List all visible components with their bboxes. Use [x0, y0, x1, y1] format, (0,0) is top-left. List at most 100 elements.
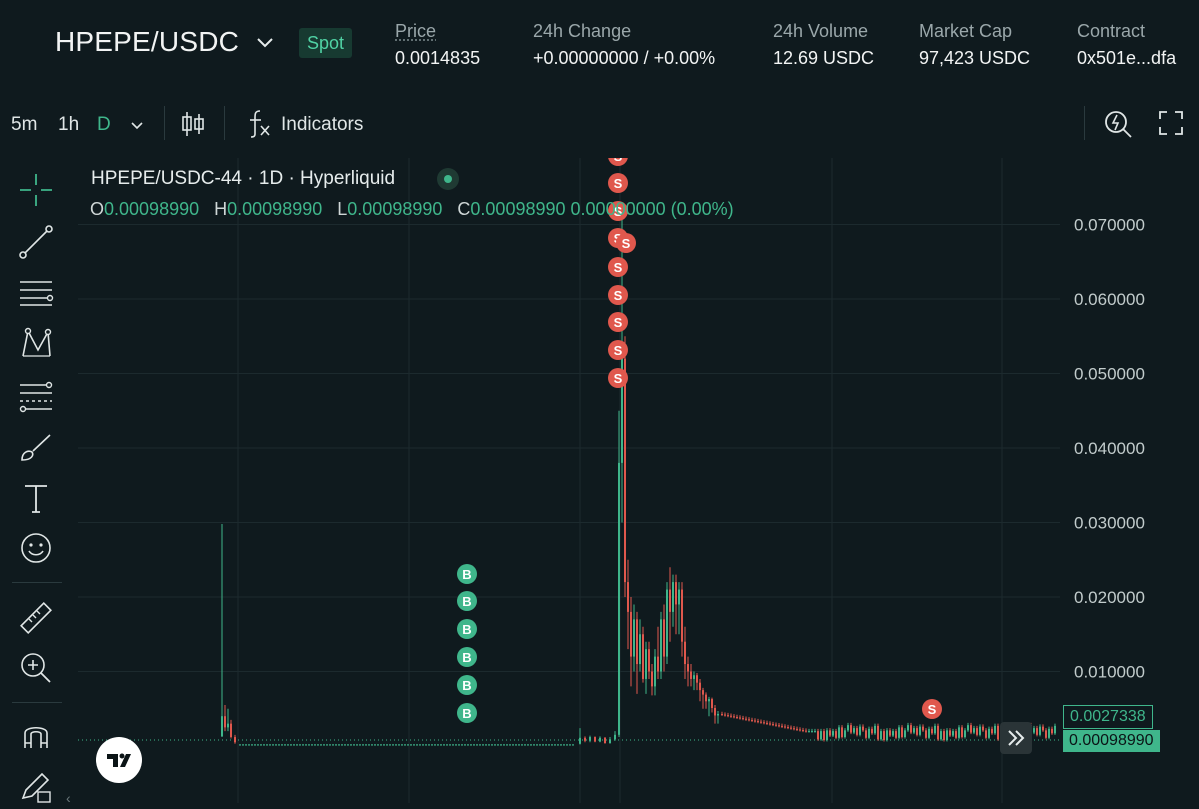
stat-24h-volume-label: 24h Volume	[773, 21, 869, 41]
candle-body	[287, 744, 289, 746]
buy-marker-label: B	[462, 678, 471, 693]
zoom-in-icon	[21, 653, 51, 683]
candle-body	[296, 744, 298, 746]
last-price-tag: 0.0027338	[1063, 705, 1153, 729]
candle-body	[470, 744, 472, 746]
candle-body	[919, 726, 921, 735]
candle-body	[859, 726, 861, 735]
emoji-tool[interactable]	[18, 530, 54, 566]
candle-body	[766, 722, 768, 724]
interval-5m[interactable]: 5m	[11, 114, 38, 135]
candle-body	[733, 716, 735, 718]
candle-body	[711, 699, 713, 709]
candle-body	[693, 675, 695, 679]
candle-body	[518, 744, 520, 746]
lock-drawings-tool[interactable]	[18, 768, 54, 804]
fibonacci-icon	[19, 381, 53, 413]
candle-body	[557, 744, 559, 746]
candle-body	[269, 744, 271, 746]
quick-search-icon[interactable]	[1102, 108, 1134, 140]
collapse-sidebar-icon[interactable]: ‹	[66, 790, 71, 806]
candle-body	[579, 737, 581, 744]
candle-body	[347, 744, 349, 746]
text-tool[interactable]	[18, 480, 54, 516]
price-axis-label: 0.040000	[1074, 439, 1145, 458]
tradingview-logo[interactable]	[96, 737, 142, 783]
crosshair-icon	[20, 174, 52, 206]
candle-body	[687, 664, 689, 672]
interval-d[interactable]: D	[97, 114, 111, 135]
candle-body	[808, 731, 810, 733]
stat-price-value: 0.0014835	[395, 48, 481, 68]
candle-body	[681, 589, 683, 642]
candles-icon[interactable]	[180, 110, 206, 138]
candle-body	[368, 744, 370, 746]
candle-body	[997, 725, 999, 740]
fullscreen-icon[interactable]	[1158, 110, 1184, 136]
candle-body	[437, 744, 439, 746]
candle-body	[599, 737, 601, 742]
candle-body	[512, 744, 514, 746]
stat-24h-change: 24h Change +0.00000000 / +0.00%	[533, 20, 715, 69]
candle-body	[338, 744, 340, 746]
buy-marker-label: B	[462, 567, 471, 582]
candle-body	[425, 744, 427, 746]
candle-body	[542, 744, 544, 746]
candle-body	[494, 744, 496, 746]
ruler-tool[interactable]	[18, 600, 54, 636]
crosshair-tool[interactable]	[18, 172, 54, 208]
stat-24h-change-value: +0.00000000 / +0.00%	[533, 48, 716, 68]
candle-body	[524, 744, 526, 746]
candle-body	[642, 634, 644, 679]
interval-1h[interactable]: 1h	[58, 114, 80, 135]
candle-body	[428, 744, 430, 746]
low-label: L	[337, 199, 348, 219]
candle-body	[281, 744, 283, 746]
candle-body	[793, 728, 795, 730]
chart-toolbar: 5m 1h D Indicators	[0, 88, 1199, 158]
candle-body	[527, 744, 529, 746]
trend-line-tool[interactable]	[18, 224, 54, 260]
pattern-icon	[22, 327, 52, 357]
candle-body	[449, 744, 451, 746]
close-label: C	[457, 199, 471, 219]
candle-body	[826, 730, 828, 741]
indicators-button[interactable]: Indicators	[281, 114, 364, 135]
candle-body	[248, 744, 250, 746]
chevron-down-icon[interactable]	[254, 31, 276, 53]
candle-body	[820, 731, 822, 740]
candle-body	[311, 744, 313, 746]
candle-body	[515, 744, 517, 746]
candle-body	[497, 744, 499, 746]
magnet-tool[interactable]	[18, 718, 54, 754]
pair-selector-label[interactable]: HPEPE/USDC	[55, 26, 240, 57]
candle-body	[832, 731, 834, 736]
price-chart[interactable]: 0.070000 0.060000 0.050000 0.040000 0.030000…	[78, 158, 1199, 803]
fib-tool[interactable]	[18, 378, 54, 414]
candle-body	[314, 744, 316, 746]
brush-icon	[21, 434, 51, 461]
candle-body	[645, 649, 647, 679]
sell-marker-label: S	[614, 158, 623, 164]
ruler-icon	[20, 602, 52, 634]
candle-body	[979, 726, 981, 735]
candle-body	[742, 718, 744, 720]
candle-body	[461, 744, 463, 746]
candle-body	[386, 744, 388, 746]
candle-body	[380, 744, 382, 746]
candle-body	[419, 744, 421, 746]
candle-body	[488, 744, 490, 746]
function-icon[interactable]	[246, 108, 272, 138]
stat-24h-volume: 24h Volume 12.69 USDC	[773, 20, 874, 69]
candle-body	[937, 725, 939, 740]
candle-body	[844, 730, 846, 738]
interval-chevron-down-icon[interactable]	[128, 116, 146, 134]
candle-body	[539, 744, 541, 746]
pattern-tool[interactable]	[18, 326, 54, 362]
horizontal-lines-tool[interactable]	[18, 274, 54, 310]
scroll-to-realtime-button[interactable]	[1000, 722, 1032, 754]
stat-contract-value[interactable]: 0x501e...dfa	[1077, 48, 1177, 68]
candle-body	[910, 725, 912, 733]
brush-tool[interactable]	[18, 430, 54, 466]
zoom-in-tool[interactable]	[18, 650, 54, 686]
